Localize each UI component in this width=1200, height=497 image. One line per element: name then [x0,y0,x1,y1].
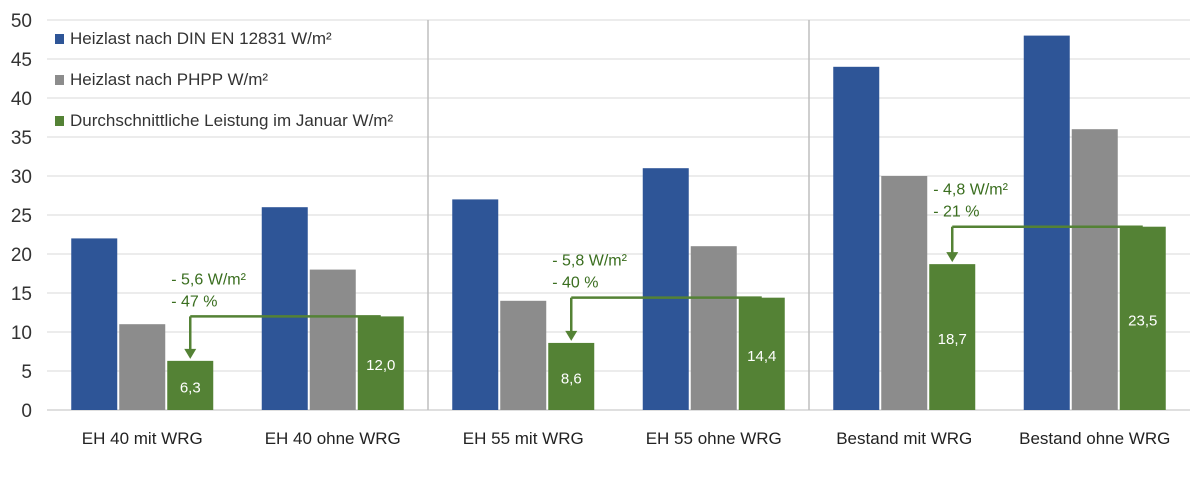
annotation-text: - 40 % [552,275,598,292]
data-label: 14,4 [747,348,776,365]
x-axis: EH 40 mit WRG EH 40 ohne WRG EH 55 mit WRG… [82,429,1171,448]
annotation-text: - 47 % [171,293,217,310]
x-category-label: Bestand mit WRG [836,429,972,448]
bar [261,207,308,410]
x-category-label: EH 40 mit WRG [82,429,203,448]
y-tick-label: 45 [11,50,32,71]
bar [738,297,785,410]
y-tick-label: 50 [11,11,32,32]
annotation-arrowhead [565,330,578,341]
bar [167,360,214,410]
y-tick-label: 20 [11,245,32,266]
data-label: 23,5 [1128,312,1157,329]
bar [452,199,499,410]
bar [642,168,689,410]
bar [71,238,118,410]
y-axis: 0 5 10 15 20 25 30 35 40 45 50 [11,11,32,422]
x-category-label: Bestand ohne WRG [1019,429,1170,448]
annotation-arrowhead [184,348,197,359]
legend-background [50,26,340,52]
bar [119,324,166,410]
y-tick-label: 5 [21,362,32,383]
legend-label: Heizlast nach DIN EN 12831 W/m² [70,29,332,48]
annotation-text: - 5,8 W/m² [552,253,627,270]
y-tick-label: 0 [21,401,32,422]
bars [71,35,1166,411]
bar [929,264,976,410]
annotation-text: - 4,8 W/m² [933,182,1008,199]
annotation-arrowhead [946,252,959,263]
legend: Heizlast nach DIN EN 12831 W/m² Heizlast … [50,26,402,134]
annotations: - 5,6 W/m² - 47 % - 5,8 W/m² - 40 % - 4,8 W/… [171,182,1143,359]
bar [1071,129,1118,410]
data-label: 6,3 [180,379,201,396]
bar [1023,35,1070,410]
legend-background [50,108,402,134]
data-label: 12,0 [366,357,395,374]
data-label: 18,7 [938,331,967,348]
x-category-label: EH 40 ohne WRG [265,429,401,448]
data-label: 8,6 [561,370,582,387]
legend-label: Heizlast nach PHPP W/m² [70,70,268,89]
y-tick-label: 15 [11,284,32,305]
legend-background [50,67,277,93]
bar [1119,226,1166,410]
annotation-text: - 5,6 W/m² [171,271,246,288]
legend-swatch [55,34,64,44]
legend-swatch [55,75,64,85]
bar [309,269,356,410]
x-category-label: EH 55 ohne WRG [646,429,782,448]
bar [548,342,595,410]
bar [500,300,547,410]
group-separators [427,20,810,410]
legend-label: Durchschnittliche Leistung im Januar W/m… [70,111,393,130]
legend-swatch [55,116,64,126]
y-tick-label: 10 [11,323,32,344]
bar [833,66,880,411]
bar [357,316,404,410]
annotation-text: - 21 % [933,204,979,221]
x-category-label: EH 55 mit WRG [463,429,584,448]
grid-lines [47,19,1190,411]
y-tick-label: 35 [11,128,32,149]
y-tick-label: 40 [11,89,32,110]
bar [690,246,737,410]
y-tick-label: 30 [11,167,32,188]
bar [881,176,928,410]
y-tick-label: 25 [11,206,32,227]
data-labels: 6,3 12,0 8,6 14,4 18,7 23,5 [180,312,1158,396]
